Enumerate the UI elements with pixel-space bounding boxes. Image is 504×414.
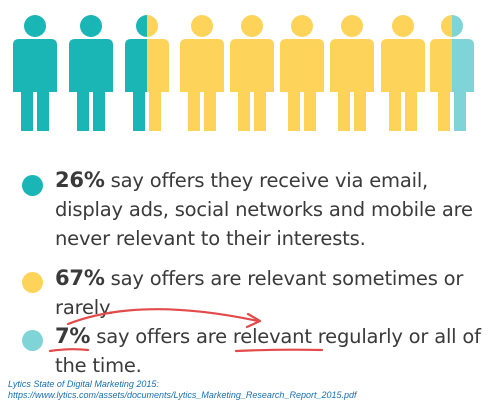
source-title: Lytics State of Digital Marketing 2015:	[8, 379, 159, 389]
stat-regularly-relevant: 7% say offers are relevant regularly or …	[55, 322, 485, 380]
person-icon	[381, 15, 425, 131]
stat-text-after: regularly or all of the time.	[55, 325, 481, 377]
stat-percent: 67%	[55, 266, 105, 290]
person-icon	[280, 15, 324, 131]
stat-text: say offers they receive via email, displ…	[55, 169, 473, 250]
source-citation: Lytics State of Digital Marketing 2015: …	[8, 379, 357, 401]
stat-text-before: say offers are	[90, 325, 233, 348]
person-icon	[230, 15, 274, 131]
person-icon	[69, 15, 113, 131]
stat-emphasis: relevant	[232, 325, 312, 348]
stat-text: say offers are relevant sometimes or rar…	[55, 267, 464, 319]
stat-sometimes-relevant: 67% say offers are relevant sometimes or…	[55, 264, 485, 322]
teal-bullet-icon	[22, 175, 43, 196]
yellow-bullet-icon	[22, 272, 43, 293]
person-icon	[430, 15, 474, 131]
people-icon-row	[13, 15, 474, 131]
stat-never-relevant: 26% say offers they receive via email, d…	[55, 166, 485, 253]
person-icon	[125, 15, 169, 131]
person-icon	[330, 15, 374, 131]
person-icon	[180, 15, 224, 131]
source-link[interactable]: https://www.lytics.com/assets/documents/…	[8, 390, 357, 400]
stat-percent: 26%	[55, 168, 105, 192]
person-icon	[13, 15, 57, 131]
light-teal-bullet-icon	[22, 330, 43, 351]
stat-percent: 7%	[55, 324, 91, 348]
